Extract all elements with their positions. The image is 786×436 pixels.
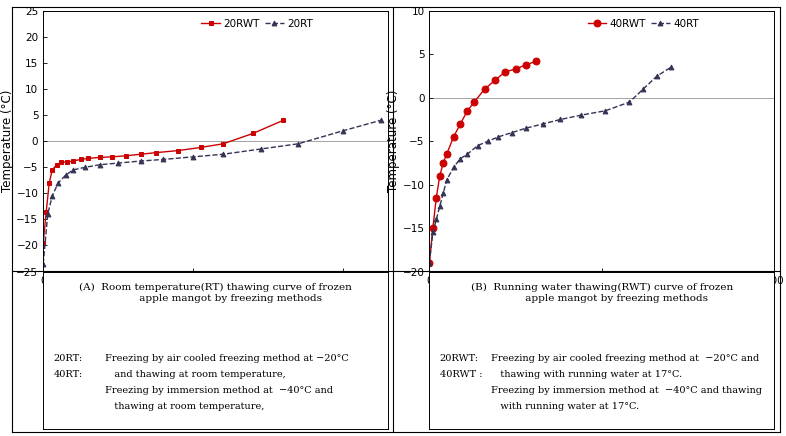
40RT — [473, 143, 483, 148]
40RWT — [490, 78, 500, 83]
40RWT — [511, 66, 520, 72]
20RT — [338, 128, 347, 133]
20RWT — [68, 158, 78, 164]
20RWT — [47, 167, 57, 173]
Y-axis label: Temperature (°C): Temperature (°C) — [1, 90, 13, 192]
40RWT — [456, 121, 465, 126]
40RT — [483, 139, 493, 144]
20RWT — [95, 155, 105, 160]
20RT — [189, 154, 198, 160]
40RWT — [531, 59, 541, 64]
Y-axis label: Temperature (°C): Temperature (°C) — [387, 90, 400, 192]
40RT — [435, 204, 444, 209]
20RT — [256, 146, 266, 152]
20RT — [136, 158, 145, 164]
40RT — [463, 152, 472, 157]
20RT — [39, 261, 48, 266]
40RWT — [480, 86, 490, 92]
20RWT — [45, 181, 54, 186]
40RT — [439, 191, 448, 196]
40RT — [576, 112, 586, 118]
Text: (B)  Running water thawing(RWT) curve of frozen
         apple mangot by freezin: (B) Running water thawing(RWT) curve of … — [471, 283, 733, 303]
40RT — [494, 134, 503, 140]
20RWT — [42, 209, 51, 214]
20RT — [95, 162, 105, 167]
40RWT — [521, 62, 531, 68]
20RT — [113, 160, 123, 166]
40RT — [666, 65, 675, 70]
20RT — [43, 211, 53, 217]
Text: 20RWT:
40RWT :: 20RWT: 40RWT : — [439, 354, 483, 378]
40RWT — [469, 99, 479, 105]
40RWT — [449, 134, 458, 140]
20RT — [219, 152, 228, 157]
20RWT — [174, 148, 183, 153]
20RT — [61, 173, 71, 178]
20RWT — [76, 157, 86, 162]
40RT — [442, 178, 451, 183]
40RT — [638, 86, 648, 92]
40RWT — [432, 195, 441, 200]
20RWT — [219, 141, 228, 146]
20RT — [80, 165, 90, 170]
20RWT — [121, 153, 130, 158]
20RT — [68, 167, 78, 173]
Line: 40RT: 40RT — [427, 65, 673, 265]
40RT — [508, 130, 517, 135]
40RWT — [424, 260, 434, 266]
40RWT — [463, 108, 472, 113]
20RWT — [151, 150, 160, 155]
20RWT — [248, 131, 258, 136]
Line: 20RWT: 20RWT — [41, 118, 285, 245]
20RT — [53, 181, 63, 186]
Legend: 40RWT, 40RT: 40RWT, 40RT — [585, 16, 702, 32]
40RT — [432, 217, 441, 222]
40RT — [652, 73, 662, 78]
40RT — [625, 99, 634, 105]
20RWT — [39, 240, 48, 245]
40RWT — [442, 152, 451, 157]
40RT — [556, 117, 565, 122]
Text: Freezing by air cooled freezing method at −20°C
   and thawing at room temperatu: Freezing by air cooled freezing method a… — [105, 354, 349, 411]
20RT — [376, 118, 385, 123]
40RT — [538, 121, 548, 126]
20RWT — [278, 118, 288, 123]
20RWT — [108, 154, 117, 160]
20RWT — [52, 162, 61, 167]
X-axis label: Thawing time (min): Thawing time (min) — [151, 289, 281, 302]
Line: 40RWT: 40RWT — [426, 58, 540, 266]
20RT — [159, 157, 168, 162]
20RWT — [57, 160, 66, 165]
20RWT — [83, 156, 93, 161]
20RWT — [63, 160, 72, 165]
40RWT — [435, 174, 444, 179]
40RT — [601, 108, 610, 113]
20RT — [293, 141, 303, 146]
20RWT — [196, 145, 205, 150]
Text: Freezing by air cooled freezing method at  −20°C and
   thawing with running wat: Freezing by air cooled freezing method a… — [491, 354, 762, 411]
40RT — [456, 156, 465, 161]
Line: 20RT: 20RT — [41, 118, 383, 266]
40RT — [428, 230, 438, 235]
40RWT — [501, 69, 510, 74]
40RWT — [428, 225, 438, 231]
X-axis label: Thawing  time (min): Thawing time (min) — [535, 289, 669, 302]
40RWT — [439, 160, 448, 166]
40RT — [424, 260, 434, 266]
Text: 20RT:
40RT:: 20RT: 40RT: — [53, 354, 83, 378]
40RT — [449, 165, 458, 170]
20RT — [47, 193, 57, 198]
20RWT — [136, 152, 145, 157]
Legend: 20RWT, 20RT: 20RWT, 20RT — [198, 16, 316, 32]
Text: (A)  Room temperature(RT) thawing curve of frozen
         apple mangot by freez: (A) Room temperature(RT) thawing curve o… — [79, 283, 352, 303]
40RT — [521, 126, 531, 131]
